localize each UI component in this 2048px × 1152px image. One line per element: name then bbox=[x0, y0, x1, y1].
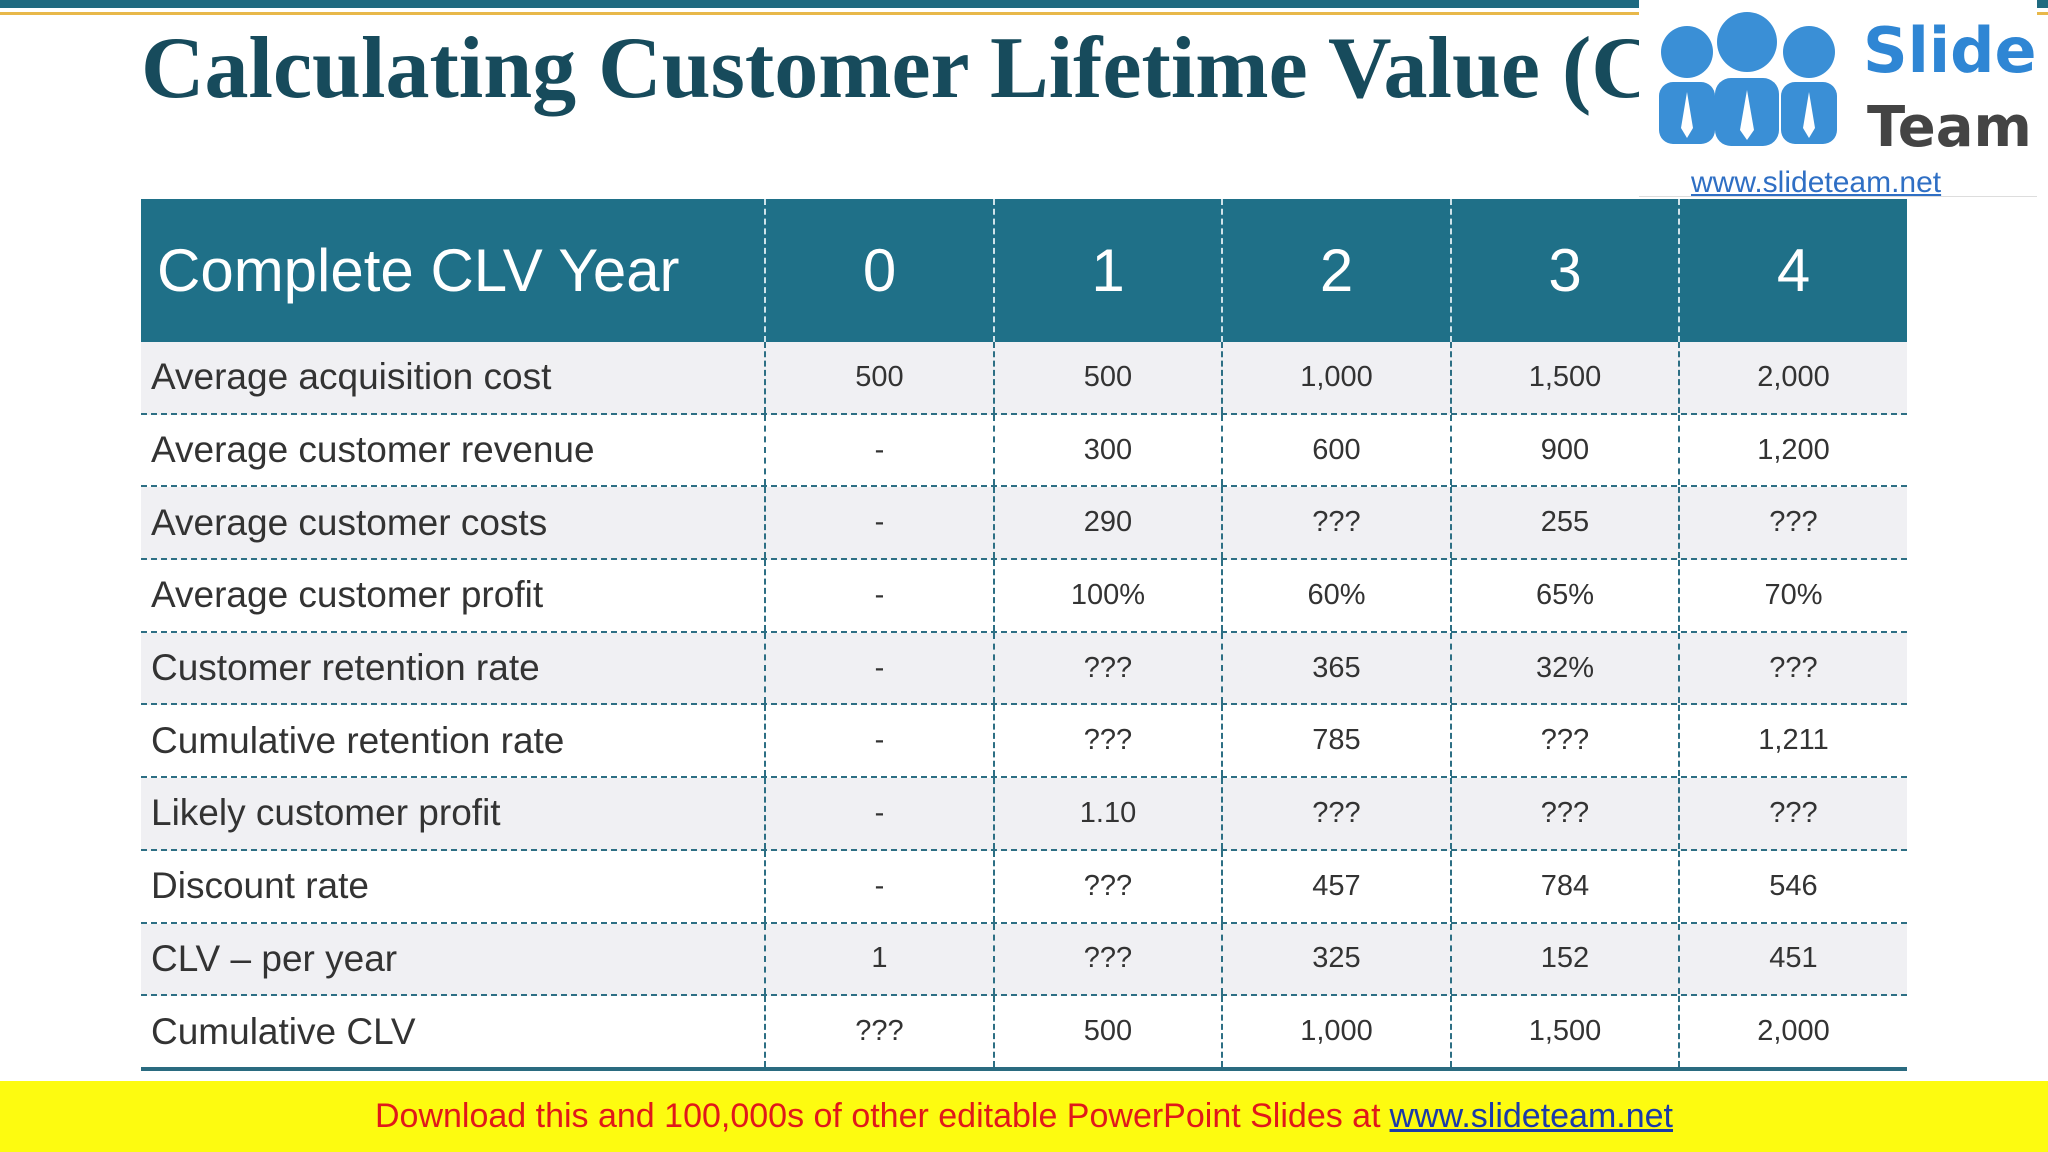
value-cell: ??? bbox=[764, 996, 993, 1067]
value-cell: - bbox=[764, 632, 993, 704]
table-row: Average customer costs -290??? 255??? bbox=[141, 487, 1907, 561]
table-row: Customer retention rate -??? 365 32%??? bbox=[141, 632, 1907, 706]
value-cell: ??? bbox=[1678, 632, 1907, 704]
value-cell: 1,500 bbox=[1450, 996, 1678, 1067]
header-row: Complete CLV Year 0 1 2 3 4 bbox=[141, 199, 1907, 342]
value-cell: 100% bbox=[993, 560, 1221, 631]
table-row: Cumulative retention rate -??? 785??? 1,211 bbox=[141, 705, 1907, 779]
logo: Slide Team www.slideteam.net bbox=[1639, 0, 2037, 199]
title: Calculating Customer Lifetime Value (CLV… bbox=[141, 20, 1799, 117]
header-cell: 2 bbox=[1221, 199, 1450, 342]
value-cell: ??? bbox=[993, 705, 1221, 777]
value-cell: - bbox=[764, 705, 993, 777]
value-cell: ??? bbox=[1221, 487, 1450, 559]
footer: Download this and 100,000s of other edit… bbox=[0, 1081, 2048, 1152]
value-cell: 600 bbox=[1221, 414, 1450, 486]
table-row: Average customer revenue -300 600 900 1,200 bbox=[141, 414, 1907, 488]
row-label: CLV – per year bbox=[151, 937, 398, 979]
value-cell: 2,000 bbox=[1678, 996, 1907, 1067]
value-cell: 60% bbox=[1221, 560, 1450, 631]
value-cell: - bbox=[764, 414, 993, 486]
value-cell: 2,000 bbox=[1678, 342, 1907, 413]
value-cell: ??? bbox=[1221, 778, 1450, 849]
logo-graphic: Slide Team www.slideteam.net bbox=[1659, 12, 2037, 199]
value-cell: ??? bbox=[993, 632, 1221, 704]
value-cell: ??? bbox=[993, 850, 1221, 922]
table-row: Cumulative CLV??? 500 1,000 1,500 2,000 bbox=[141, 996, 1907, 1071]
value-cell: 546 bbox=[1678, 850, 1907, 922]
value-cell: - bbox=[764, 487, 993, 559]
value-cell: 1,500 bbox=[1450, 342, 1678, 413]
value-cell: 1,000 bbox=[1221, 342, 1450, 413]
value-cell: ??? bbox=[993, 923, 1221, 995]
value-cell: 1,211 bbox=[1678, 705, 1907, 777]
value-cell: 500 bbox=[993, 342, 1221, 413]
value-cell: 784 bbox=[1450, 850, 1678, 922]
row-label: Customer retention rate bbox=[151, 647, 540, 689]
logo-url: www.slideteam.net bbox=[1690, 166, 1942, 196]
value-cell: 365 bbox=[1221, 632, 1450, 704]
header-cell: Complete CLV Year bbox=[157, 237, 680, 304]
value-cell: 785 bbox=[1221, 705, 1450, 777]
clv-table: Complete CLV Year 0 1 2 3 4 Average acquisitio… bbox=[141, 199, 1907, 1071]
top-bar bbox=[0, 0, 2048, 8]
table-row: Average customer profit -100% 60% 65% 70% bbox=[141, 560, 1907, 633]
value-cell: 500 bbox=[993, 996, 1221, 1067]
row-label: Average customer costs bbox=[151, 501, 548, 543]
logo-team: Team bbox=[1867, 95, 2032, 160]
value-cell: 1,200 bbox=[1678, 414, 1907, 486]
value-cell: - bbox=[764, 560, 993, 631]
value-cell: 500 bbox=[764, 342, 993, 413]
row-label: Cumulative retention rate bbox=[151, 719, 565, 761]
value-cell: - bbox=[764, 850, 993, 922]
row-label: Average customer profit bbox=[151, 574, 544, 616]
logo-slide: Slide bbox=[1863, 14, 2037, 87]
value-cell: 70% bbox=[1678, 560, 1907, 631]
header-cell: 3 bbox=[1450, 199, 1678, 342]
table-row: Discount rate -??? 457 784 546 bbox=[141, 850, 1907, 924]
value-cell: 152 bbox=[1450, 923, 1678, 995]
value-cell: 255 bbox=[1450, 487, 1678, 559]
table-row: Average acquisition cost 500 500 1,000 1,500… bbox=[141, 342, 1907, 415]
value-cell: - bbox=[764, 778, 993, 849]
footer-link[interactable]: www.slideteam.net bbox=[1389, 1097, 1673, 1135]
table-body: Average acquisition cost 500 500 1,000 1,500… bbox=[141, 342, 1907, 1071]
row-label: Average customer revenue bbox=[151, 429, 595, 471]
footer-text: Download this and 100,000s of other edit… bbox=[374, 1097, 1381, 1135]
value-cell: 325 bbox=[1221, 923, 1450, 995]
value-cell: 65% bbox=[1450, 560, 1678, 631]
value-cell: ??? bbox=[1678, 487, 1907, 559]
value-cell: 451 bbox=[1678, 923, 1907, 995]
value-cell: 1,000 bbox=[1221, 996, 1450, 1067]
header-cell: 4 bbox=[1678, 199, 1907, 342]
value-cell: 1 bbox=[764, 923, 993, 995]
row-label: Cumulative CLV bbox=[151, 1010, 416, 1052]
top-line bbox=[0, 12, 2048, 15]
value-cell: 290 bbox=[993, 487, 1221, 559]
table-row: CLV – per year 1??? 325 152 451 bbox=[141, 923, 1907, 997]
value-cell: 300 bbox=[993, 414, 1221, 486]
row-label: Average acquisition cost bbox=[151, 356, 552, 398]
value-cell: 32% bbox=[1450, 632, 1678, 704]
value-cell: ??? bbox=[1450, 705, 1678, 777]
row-label: Discount rate bbox=[151, 865, 369, 907]
header-cell: 1 bbox=[993, 199, 1221, 342]
value-cell: 457 bbox=[1221, 850, 1450, 922]
table-row: Likely customer profit -1.10????????? bbox=[141, 778, 1907, 851]
value-cell: ??? bbox=[1450, 778, 1678, 849]
people-icon bbox=[1659, 12, 1837, 146]
header-cell: 0 bbox=[764, 199, 993, 342]
value-cell: 1.10 bbox=[993, 778, 1221, 849]
value-cell: ??? bbox=[1678, 778, 1907, 849]
row-label: Likely customer profit bbox=[151, 792, 501, 834]
value-cell: 900 bbox=[1450, 414, 1678, 486]
